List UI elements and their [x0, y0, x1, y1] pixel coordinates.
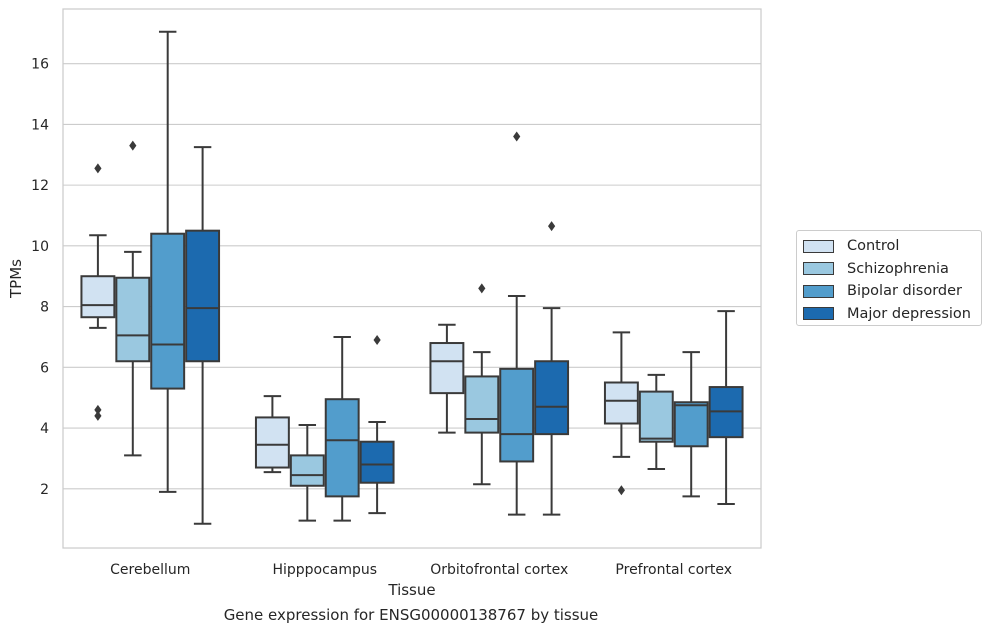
legend-swatch-major-depression	[803, 307, 834, 321]
y-tick-label: 12	[31, 178, 49, 194]
legend: Control Schizophrenia Bipolar disorder M…	[796, 230, 982, 326]
legend-item-schizophrenia: Schizophrenia	[803, 258, 981, 281]
box	[359, 440, 395, 484]
legend-swatch-bipolar-disorder	[803, 284, 834, 298]
x-tick-label: Hipppocampus	[272, 562, 377, 578]
x-tick-label: Orbitofrontal cortex	[430, 562, 568, 578]
legend-swatch-schizophrenia	[803, 262, 834, 276]
box	[464, 375, 500, 434]
x-tick-label: Prefrontal cortex	[615, 562, 732, 578]
y-tick-label: 6	[40, 360, 49, 376]
box	[673, 401, 709, 448]
outlier-point	[617, 485, 625, 496]
legend-item-control: Control	[803, 235, 981, 258]
y-tick-label: 4	[40, 421, 49, 437]
x-axis-label: Tissue	[387, 581, 435, 599]
x-axis-ticks: Cerebellum Hipppocampus Orbitofrontal cort…	[110, 562, 732, 578]
outlier-point	[548, 221, 556, 232]
plot-area-frame	[62, 8, 762, 549]
box	[185, 229, 221, 363]
outlier-point	[94, 404, 102, 415]
series-major-depression	[185, 146, 744, 525]
box	[324, 398, 360, 498]
box	[289, 454, 325, 487]
y-tick-label: 8	[40, 300, 49, 316]
outlier-point	[94, 163, 102, 174]
x-tick-label: Cerebellum	[110, 562, 190, 578]
box-plot-series	[80, 30, 744, 525]
box	[115, 276, 151, 363]
series-control	[80, 163, 639, 496]
box	[254, 416, 290, 469]
legend-label-schizophrenia: Schizophrenia	[847, 260, 949, 277]
legend-item-bipolar-disorder: Bipolar disorder	[803, 280, 981, 303]
outlier-point	[373, 334, 381, 345]
y-axis-ticks: 2 4 6 8 10 12 14 16	[31, 57, 49, 498]
box	[603, 381, 639, 425]
box	[80, 275, 116, 319]
series-bipolar-disorder	[150, 30, 709, 522]
outlier-point	[129, 140, 137, 151]
box	[429, 342, 465, 395]
box	[534, 360, 570, 436]
y-tick-label: 14	[31, 117, 49, 133]
outlier-point	[513, 131, 521, 142]
legend-item-major-depression: Major depression	[803, 303, 981, 326]
outlier-point	[478, 283, 486, 294]
box	[638, 390, 674, 443]
outlier-point	[94, 410, 102, 421]
box	[150, 232, 186, 390]
y-tick-label: 2	[40, 482, 49, 498]
legend-label-control: Control	[847, 238, 900, 255]
legend-label-bipolar-disorder: Bipolar disorder	[847, 283, 962, 300]
figure-caption: Gene expression for ENSG00000138767 by t…	[223, 606, 599, 624]
y-axis-label: TPMs	[7, 259, 25, 299]
legend-swatch-control	[803, 239, 834, 253]
series-schizophrenia	[115, 140, 674, 522]
legend-label-major-depression: Major depression	[847, 305, 971, 322]
y-tick-label: 16	[31, 57, 49, 73]
box	[499, 367, 535, 463]
y-tick-label: 10	[31, 239, 49, 255]
